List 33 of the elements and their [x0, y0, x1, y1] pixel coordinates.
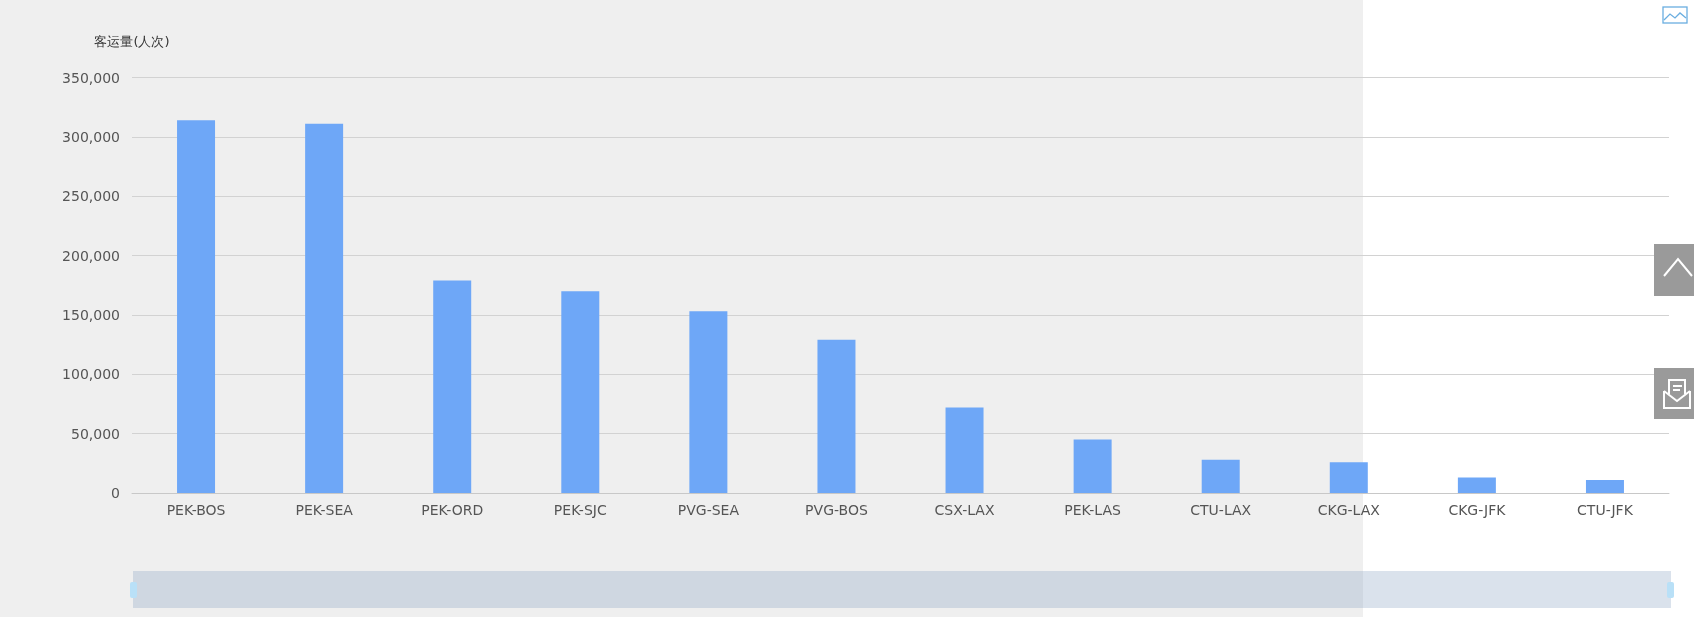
- x-tick-label: CKG-LAX: [1317, 502, 1381, 518]
- bar: [433, 280, 472, 493]
- bar: [1201, 459, 1240, 493]
- bar: [945, 407, 984, 493]
- y-tick-label: 300,000: [62, 128, 120, 145]
- x-tick-label: PVG-SEA: [677, 502, 740, 518]
- y-tick-label: 50,000: [71, 425, 120, 442]
- y-tick-label: 150,000: [62, 306, 120, 323]
- x-tick-label: PEK-LAS: [1064, 502, 1122, 518]
- bar: [1457, 477, 1496, 493]
- bar: [177, 120, 216, 493]
- x-tick-label: PEK-SJC: [553, 502, 607, 518]
- x-tick-label: PEK-SEA: [295, 502, 354, 518]
- bar: [1073, 439, 1112, 493]
- y-tick-label: 250,000: [62, 188, 120, 205]
- x-tick-label: CTU-JFK: [1577, 502, 1634, 518]
- x-tick-label: CKG-JFK: [1448, 502, 1507, 518]
- bar: [305, 123, 344, 493]
- x-tick-label: CTU-LAX: [1190, 502, 1252, 518]
- x-tick-label: PVG-BOS: [805, 502, 868, 518]
- x-tick-label: PEK-BOS: [166, 502, 226, 518]
- bar: [561, 291, 600, 493]
- y-tick-label: 0: [111, 485, 120, 501]
- y-tick-label: 350,000: [62, 69, 120, 86]
- bar: [1585, 479, 1624, 493]
- y-axis-title: 客运量(人次): [94, 33, 170, 49]
- x-tick-label: PEK-ORD: [421, 502, 484, 518]
- bar: [689, 311, 728, 493]
- x-tick-label: CSX-LAX: [934, 502, 995, 518]
- y-tick-label: 100,000: [62, 366, 120, 383]
- y-tick-label: 200,000: [62, 247, 120, 264]
- bar: [817, 339, 856, 493]
- bar: [1329, 462, 1368, 493]
